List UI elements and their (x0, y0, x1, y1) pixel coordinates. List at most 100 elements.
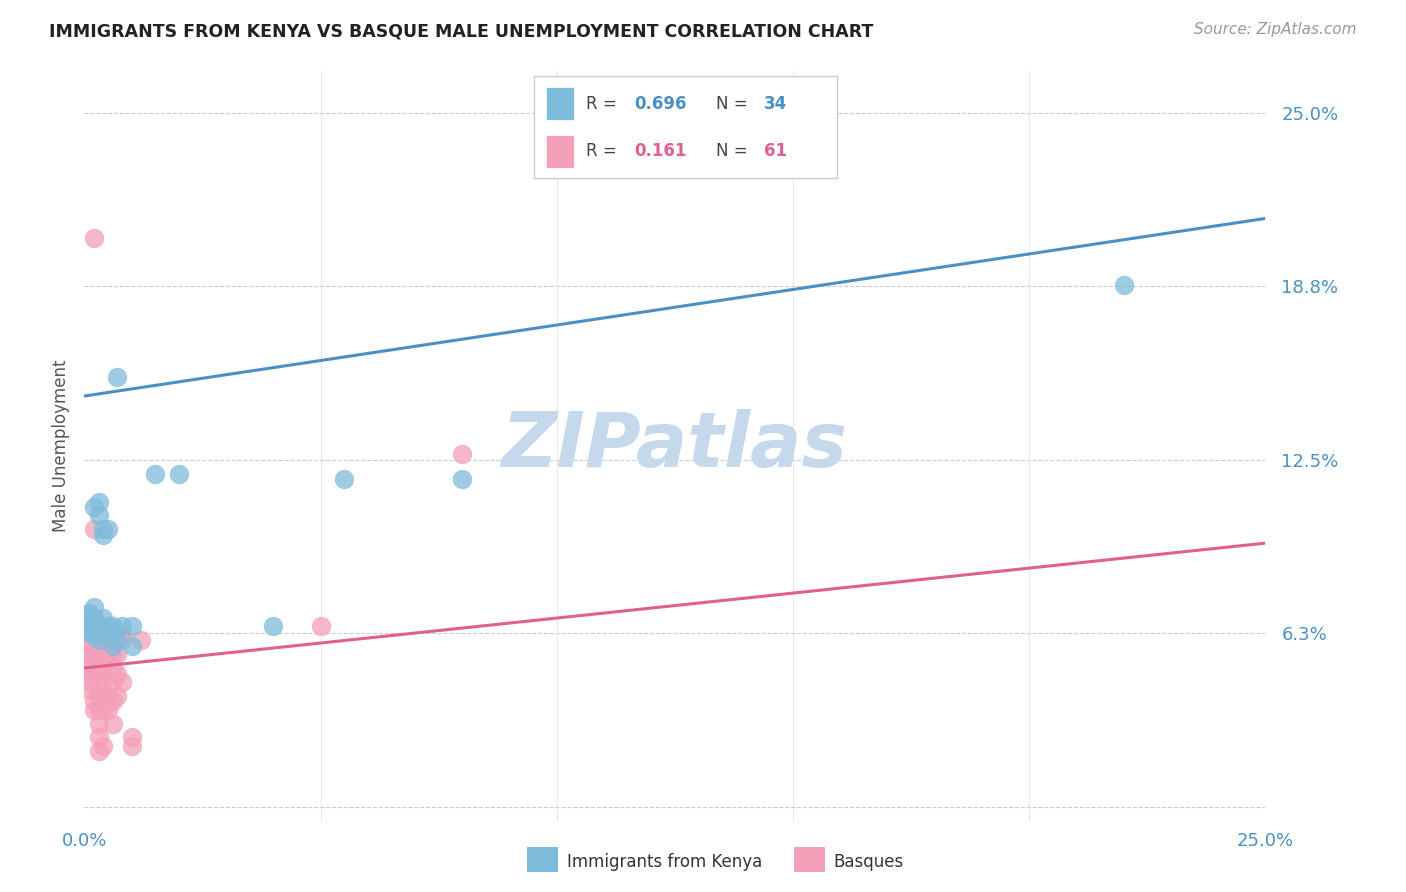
Point (91, 611, 114, 625)
Point (262, 619, 284, 633)
Point (77, 611, 100, 625)
Point (76, 633, 98, 648)
Point (101, 694, 124, 708)
Point (87, 647, 110, 661)
Text: Basques: Basques (834, 853, 904, 871)
Point (80, 656, 103, 670)
Point (97, 703, 120, 717)
Bar (547, 87, 574, 120)
Point (91, 674, 114, 689)
Point (97, 647, 120, 661)
Point (97, 633, 120, 648)
Point (101, 639, 124, 653)
Text: 61: 61 (763, 142, 787, 160)
Point (77, 606, 100, 620)
Text: N =: N = (716, 95, 752, 112)
Point (107, 689, 129, 703)
Text: 34: 34 (763, 95, 787, 112)
Point (91, 624, 114, 639)
Point (107, 647, 129, 661)
Point (87, 619, 110, 633)
Point (91, 522, 114, 536)
Point (77, 624, 100, 639)
Point (111, 674, 134, 689)
Point (83, 611, 105, 625)
Point (77, 619, 100, 633)
Point (451, 472, 474, 486)
Point (77, 647, 100, 661)
Point (80, 647, 103, 661)
Point (83, 703, 105, 717)
Point (1112, 278, 1135, 293)
Point (121, 739, 143, 753)
Text: R =: R = (586, 142, 621, 160)
Point (83, 647, 105, 661)
Point (83, 500, 105, 514)
Point (87, 494, 110, 508)
Point (91, 647, 114, 661)
Point (451, 447, 474, 461)
Point (121, 619, 143, 633)
Point (83, 611, 105, 625)
Point (91, 661, 114, 675)
Point (87, 689, 110, 703)
Point (97, 619, 120, 633)
Point (87, 703, 110, 717)
Point (83, 599, 105, 614)
Point (111, 628, 134, 642)
Text: ZIPatlas: ZIPatlas (502, 409, 848, 483)
Point (80, 619, 103, 633)
Point (87, 731, 110, 745)
Point (87, 661, 110, 675)
Point (129, 633, 152, 648)
Point (91, 639, 114, 653)
Point (101, 661, 124, 675)
Point (333, 472, 356, 486)
Text: Source: ZipAtlas.com: Source: ZipAtlas.com (1194, 22, 1357, 37)
Text: 0.696: 0.696 (634, 95, 686, 112)
Point (97, 628, 120, 642)
Point (143, 467, 166, 481)
Point (97, 689, 120, 703)
Text: R =: R = (586, 95, 621, 112)
Point (101, 624, 124, 639)
Point (107, 633, 129, 648)
Point (83, 666, 105, 681)
Point (91, 689, 114, 703)
Point (101, 716, 124, 731)
Point (107, 666, 129, 681)
Point (111, 633, 134, 648)
Point (87, 508, 110, 523)
Text: 0.161: 0.161 (634, 142, 686, 160)
Point (77, 666, 100, 681)
Point (101, 647, 124, 661)
Point (87, 716, 110, 731)
Text: IMMIGRANTS FROM KENYA VS BASQUE MALE UNEMPLOYMENT CORRELATION CHART: IMMIGRANTS FROM KENYA VS BASQUE MALE UNE… (49, 22, 873, 40)
Point (76, 647, 98, 661)
Bar (547, 136, 574, 168)
Point (83, 694, 105, 708)
Text: Immigrants from Kenya: Immigrants from Kenya (567, 853, 762, 871)
Point (83, 633, 105, 648)
Point (309, 619, 332, 633)
Point (80, 633, 103, 648)
Point (121, 731, 143, 745)
Point (87, 633, 110, 648)
Point (167, 467, 190, 481)
Point (97, 522, 120, 536)
Point (75, 624, 97, 639)
Point (77, 606, 100, 620)
Point (101, 619, 124, 633)
Point (83, 231, 105, 245)
Point (107, 633, 129, 648)
Point (77, 639, 100, 653)
Point (111, 619, 134, 633)
Point (77, 661, 100, 675)
Point (91, 739, 114, 753)
Point (91, 703, 114, 717)
Point (76, 639, 98, 653)
Point (87, 674, 110, 689)
Y-axis label: Male Unemployment: Male Unemployment (52, 359, 70, 533)
Point (87, 633, 110, 648)
Point (101, 633, 124, 648)
